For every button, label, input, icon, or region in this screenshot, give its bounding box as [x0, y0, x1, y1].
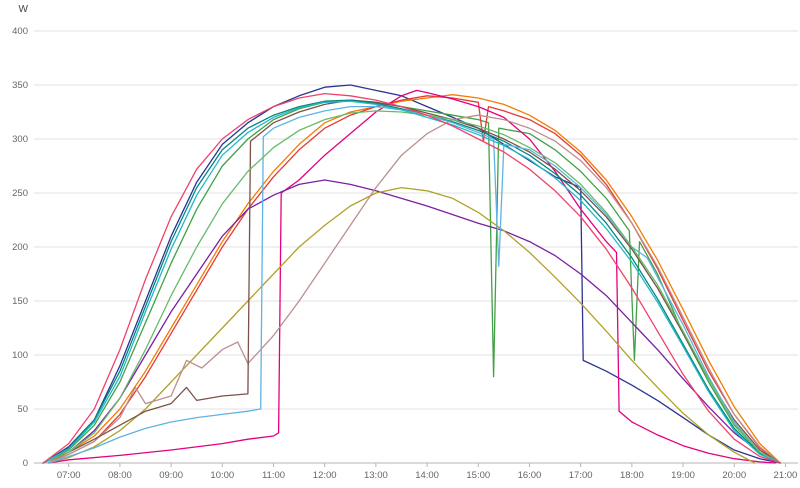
series-line: [47, 95, 781, 464]
x-tick-label: 20:00: [722, 470, 746, 481]
y-tick-label: 350: [12, 80, 28, 91]
series-line: [42, 99, 781, 464]
x-tick-label: 10:00: [210, 470, 234, 481]
y-tick-label: 150: [12, 296, 28, 307]
y-axis-unit-label: W: [19, 4, 29, 15]
x-tick-label: 09:00: [159, 470, 183, 481]
series-line: [42, 84, 781, 464]
x-tick-label: 08:00: [108, 470, 132, 481]
y-tick-label: 0: [23, 458, 28, 469]
y-tick-label: 400: [12, 26, 28, 37]
y-tick-label: 200: [12, 242, 28, 253]
x-tick-label: 15:00: [466, 470, 490, 481]
y-tick-label: 100: [12, 350, 28, 361]
x-tick-label: 12:00: [313, 470, 337, 481]
x-tick-label: 17:00: [569, 470, 593, 481]
y-tick-label: 250: [12, 188, 28, 199]
series-line: [42, 92, 781, 464]
x-tick-label: 16:00: [518, 470, 542, 481]
x-tick-label: 19:00: [671, 470, 695, 481]
x-tick-label: 18:00: [620, 470, 644, 481]
series-line: [42, 100, 781, 464]
y-tick-label: 50: [17, 404, 28, 415]
x-tick-label: 13:00: [364, 470, 388, 481]
x-tick-label: 07:00: [57, 470, 81, 481]
series-line: [42, 179, 781, 464]
series-line: [47, 89, 776, 464]
x-tick-label: 14:00: [415, 470, 439, 481]
x-tick-label: 11:00: [262, 470, 285, 481]
series-line: [47, 94, 781, 464]
y-tick-label: 300: [12, 134, 28, 145]
x-tick-label: 21:00: [774, 470, 798, 481]
series-line: [47, 114, 781, 464]
series-line: [47, 186, 756, 464]
